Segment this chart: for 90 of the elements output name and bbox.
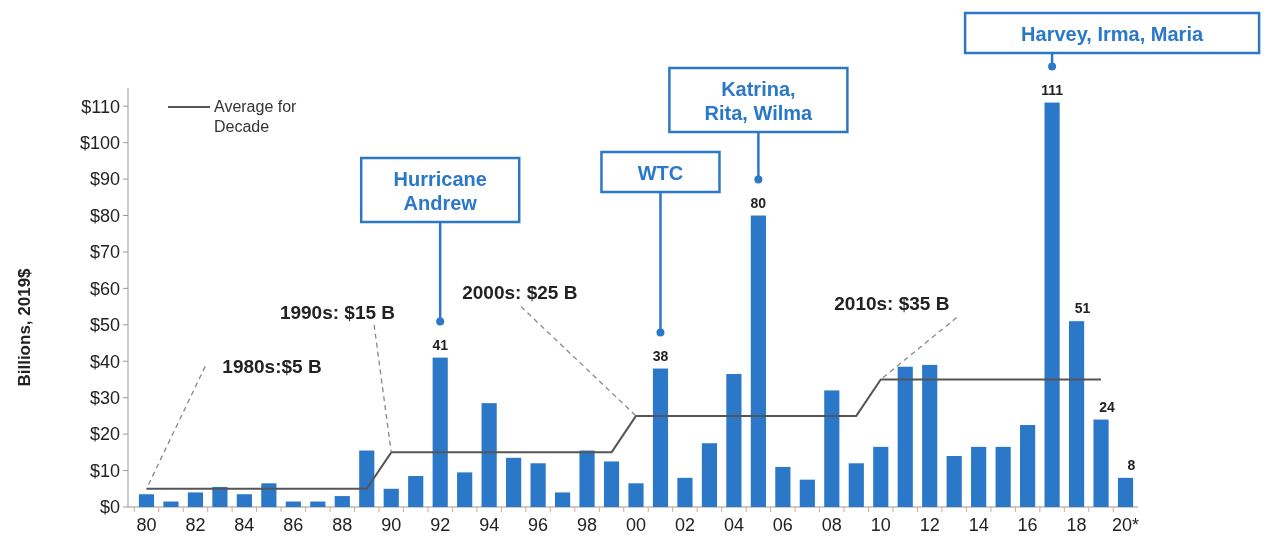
- y-tick-label: $0: [99, 497, 120, 518]
- bar: [922, 364, 938, 507]
- bar: [506, 457, 522, 507]
- x-tick-label: 90: [381, 515, 402, 535]
- x-tick-label: 02: [674, 515, 695, 535]
- x-tick-label: 06: [772, 515, 793, 535]
- y-tick-label: $10: [89, 460, 120, 481]
- data-label: 51: [1074, 300, 1091, 317]
- x-tick-label: 14: [968, 515, 989, 535]
- bar: [652, 368, 669, 507]
- bar: [579, 450, 595, 507]
- data-label: 80: [750, 194, 767, 211]
- bar: [1020, 425, 1036, 507]
- x-tick-label: 80: [136, 515, 157, 535]
- annotation: WTC: [637, 162, 684, 184]
- x-tick-label: 08: [821, 515, 842, 535]
- bar: [261, 483, 277, 507]
- bar: [554, 492, 571, 507]
- bar: [432, 357, 448, 507]
- data-label: 24: [1099, 398, 1116, 415]
- y-tick-label: $110: [81, 96, 120, 117]
- bar: [1044, 102, 1060, 507]
- bar: [775, 466, 791, 507]
- y-axis-title: Billions, 2019$: [15, 267, 34, 387]
- bar: [1093, 419, 1109, 507]
- y-tick-label: $80: [89, 205, 120, 226]
- text: Harvey, Irma, Maria: [1021, 23, 1204, 45]
- x-tick-label: 96: [528, 515, 549, 535]
- x-tick-label: 92: [430, 515, 451, 535]
- annotation: Hurricane Andrew: [393, 168, 487, 214]
- y-tick-label: $50: [89, 315, 120, 336]
- y-tick-label: $40: [89, 351, 120, 372]
- x-tick-label: 84: [234, 515, 255, 535]
- bar: [334, 496, 350, 507]
- x-tick-label: 12: [919, 515, 940, 535]
- bar: [995, 446, 1011, 507]
- bar: [603, 461, 620, 507]
- bar: [359, 450, 375, 507]
- x-tick-label: 16: [1017, 515, 1038, 535]
- annotation: 1980s:$5 B: [222, 356, 322, 378]
- data-label: 111: [1041, 81, 1064, 98]
- bar: [481, 403, 497, 507]
- y-tick-label: $70: [89, 242, 120, 263]
- y-tick-label: $90: [89, 169, 120, 190]
- bar: [750, 215, 766, 507]
- x-tick-label: 86: [283, 515, 304, 535]
- bar: [701, 443, 718, 507]
- bar: [873, 446, 889, 507]
- y-tick-label: $100: [79, 132, 120, 153]
- annotation: 1990s: $15 B: [279, 301, 396, 323]
- bar: [138, 494, 155, 507]
- x-tick-label: 10: [870, 515, 891, 535]
- annotation: 2000s: $25 B: [462, 281, 578, 303]
- y-tick-label: $60: [89, 278, 120, 299]
- annotation: Katrina, Rita, Wilma: [704, 78, 814, 124]
- x-tick-label: 82: [185, 515, 206, 535]
- legend-label: Average for Decade: [214, 98, 298, 135]
- x-tick-label: 18: [1066, 515, 1087, 535]
- bar: [285, 501, 301, 507]
- data-label: 41: [432, 336, 449, 353]
- bar: [457, 472, 473, 507]
- bar: [726, 374, 742, 507]
- x-tick-label: 20*: [1112, 515, 1140, 535]
- bar: [971, 446, 987, 507]
- bar: [946, 455, 962, 507]
- x-tick-label: 88: [332, 515, 353, 535]
- annotation: 2010s: $35 B: [834, 292, 950, 314]
- bar: [677, 477, 693, 507]
- y-tick-label: $30: [89, 388, 120, 408]
- bar: [187, 492, 204, 507]
- bar: [310, 501, 326, 507]
- bar: [383, 488, 399, 507]
- bar: [628, 483, 644, 507]
- bar: [236, 494, 252, 507]
- x-tick-label: 94: [479, 515, 500, 535]
- x-tick-label: 98: [577, 515, 598, 535]
- bar: [530, 463, 546, 507]
- bar: [1117, 477, 1134, 507]
- data-label: 8: [1127, 456, 1136, 473]
- bar: [897, 366, 913, 507]
- data-label: 38: [652, 347, 669, 364]
- x-tick-label: 04: [723, 515, 744, 535]
- bar: [848, 463, 864, 507]
- bar: [1068, 321, 1085, 507]
- bar: [163, 501, 179, 507]
- bar: [799, 479, 815, 507]
- y-tick-label: $20: [89, 424, 120, 445]
- x-tick-label: 00: [625, 515, 647, 535]
- bar: [824, 390, 840, 507]
- bar: [408, 476, 424, 507]
